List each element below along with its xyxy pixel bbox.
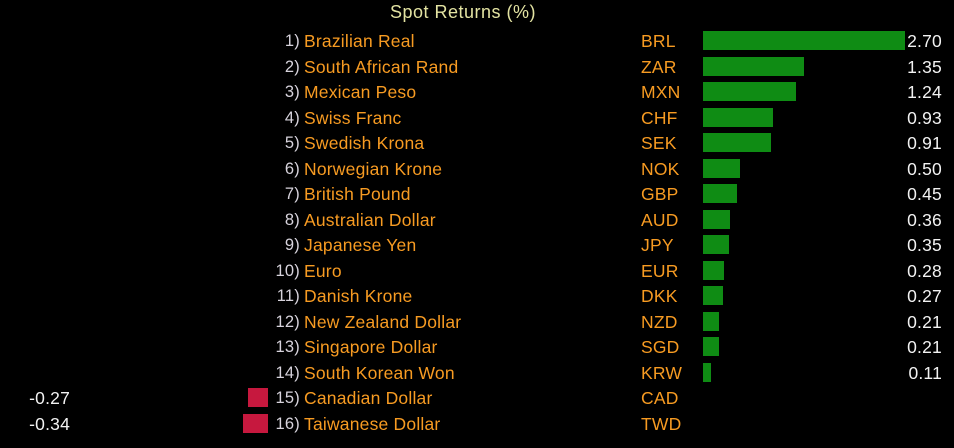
table-row[interactable]: 8) Australian Dollar AUD 0.36 [0,209,954,234]
currency-name: Swiss Franc [304,107,402,128]
currency-code: MXN [641,82,681,102]
currency-name: Brazilian Real [304,31,415,51]
table-row[interactable]: 4) Swiss Franc CHF 0.93 [0,107,954,132]
table-row[interactable]: 2) South African Rand ZAR 1.35 [0,56,954,81]
table-row[interactable]: 13) Singapore Dollar SGD 0.21 [0,336,954,361]
currency-code: KRW [641,362,683,383]
currency-code: EUR [641,260,679,281]
currency-name: Singapore Dollar [304,337,438,357]
value-label: 0.91 [907,133,942,153]
positive-bar [703,209,730,229]
positive-bar [703,362,711,382]
negative-value-label: -0.27 [29,388,70,408]
rank-number: 3) [284,83,300,101]
table-row[interactable]: 11) Danish Krone DKK 0.27 [0,285,954,310]
positive-bar [703,56,804,76]
currency-name: British Pound [304,184,411,204]
currency-code: NZD [641,311,678,332]
currency-code: CAD [641,388,679,408]
positive-bar [703,31,905,50]
rank-number: 4) [284,108,300,127]
rank-number: 10) [275,261,300,280]
currency-name: New Zealand Dollar [304,311,462,332]
currency-name: South Korean Won [304,362,455,383]
currency-name: Taiwanese Dollar [304,413,441,434]
value-label: 0.21 [907,311,942,332]
rank-number: 15) [275,389,300,407]
rank-number: 1) [284,32,300,50]
table-row[interactable]: -0.27 15) Canadian Dollar CAD [0,387,954,412]
currency-code: SEK [641,133,677,153]
currency-code: CHF [641,107,678,128]
value-label: 0.27 [907,286,942,306]
currency-code: TWD [641,413,682,434]
rank-number: 5) [284,134,300,152]
value-label: 0.28 [907,260,942,281]
rank-number: 6) [284,159,300,178]
rank-number: 9) [284,236,300,254]
negative-bar [243,413,268,433]
table-row[interactable]: 9) Japanese Yen JPY 0.35 [0,234,954,259]
value-label: 0.50 [907,158,942,179]
positive-bar [703,337,719,356]
rank-number: 11) [276,287,300,305]
value-label: 0.21 [907,337,942,357]
value-label: 0.36 [907,209,942,230]
table-row[interactable]: 14) South Korean Won KRW 0.11 [0,362,954,387]
positive-bar [703,235,729,254]
currency-code: DKK [641,286,678,306]
table-row[interactable]: 6) Norwegian Krone NOK 0.50 [0,158,954,183]
chart-title: Spot Returns (%) [390,2,537,22]
currency-name: Japanese Yen [304,235,417,255]
currency-name: Euro [304,260,342,281]
currency-name: Mexican Peso [304,82,417,102]
positive-bar [703,158,740,178]
value-label: 1.24 [907,82,942,102]
currency-name: South African Rand [304,56,459,77]
value-label: 2.70 [907,31,942,51]
positive-bar [703,82,796,101]
currency-code: BRL [641,31,676,51]
table-row[interactable]: 3) Mexican Peso MXN 1.24 [0,81,954,106]
table-row[interactable]: 10) Euro EUR 0.28 [0,260,954,285]
positive-bar [703,260,724,280]
negative-value-label: -0.34 [29,413,70,434]
rank-number: 14) [275,363,300,382]
value-label: 1.35 [907,56,942,77]
currency-name: Canadian Dollar [304,388,433,408]
currency-name: Swedish Krona [304,133,425,153]
positive-bar [703,133,771,152]
currency-code: GBP [641,184,679,204]
currency-name: Norwegian Krone [304,158,443,179]
currency-name: Danish Krone [304,286,413,306]
currency-code: SGD [641,337,680,357]
currency-code: ZAR [641,56,677,77]
value-label: 0.93 [907,107,942,128]
positive-bar [703,311,719,331]
table-row[interactable]: 12) New Zealand Dollar NZD 0.21 [0,311,954,336]
positive-bar [703,107,773,127]
table-row[interactable]: 7) British Pound GBP 0.45 [0,183,954,208]
rank-number: 12) [275,312,300,331]
negative-bar [248,388,268,407]
value-label: 0.45 [907,184,942,204]
positive-bar [703,184,737,203]
currency-code: JPY [641,235,674,255]
table-row[interactable]: 5) Swedish Krona SEK 0.91 [0,132,954,157]
rank-number: 8) [284,210,300,229]
value-label: 0.35 [907,235,942,255]
rank-number: 2) [284,57,300,76]
value-label: 0.11 [908,362,942,383]
table-row[interactable]: -0.34 16) Taiwanese Dollar TWD [0,413,954,438]
positive-bar [703,286,723,305]
table-row[interactable]: 1) Brazilian Real BRL 2.70 [0,30,954,55]
currency-code: NOK [641,158,680,179]
rank-number: 7) [284,185,300,203]
currency-name: Australian Dollar [304,209,436,230]
currency-code: AUD [641,209,679,230]
rank-number: 16) [275,414,300,433]
rank-number: 13) [275,338,300,356]
